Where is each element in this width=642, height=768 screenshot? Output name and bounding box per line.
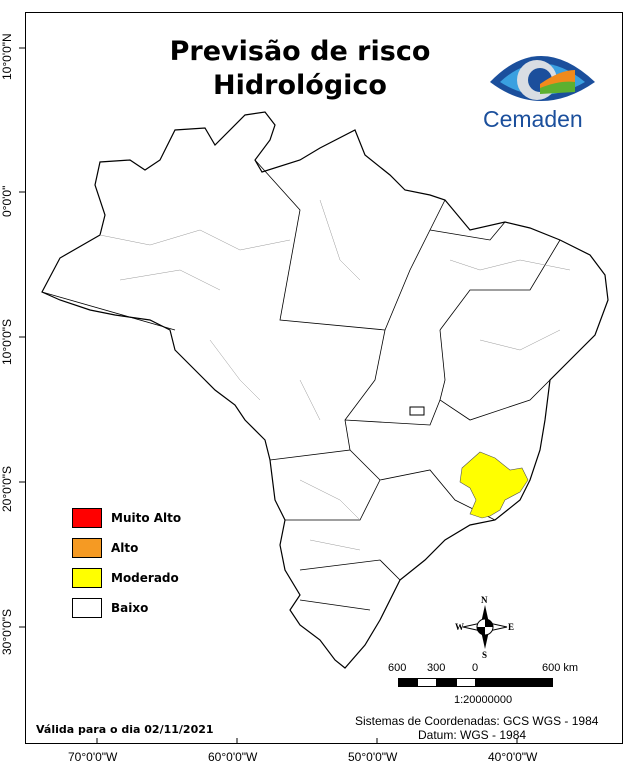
- map-frame: [25, 12, 623, 744]
- scale-ratio: 1:20000000: [454, 694, 513, 706]
- risk-area-moderado: [459, 451, 529, 519]
- legend-swatch-baixo: [72, 598, 102, 618]
- logo-text: Cemaden: [483, 106, 583, 132]
- scale-label: 600: [388, 662, 407, 674]
- lat-label: 30°0'0"S: [0, 608, 14, 655]
- compass-n: N: [481, 595, 488, 605]
- lat-label: 20°0'0"S: [0, 465, 14, 512]
- legend-swatch-moderado: [72, 568, 102, 588]
- valid-date: Válida para o dia 02/11/2021: [36, 723, 214, 736]
- legend-swatch-muito-alto: [72, 508, 102, 528]
- title-line1: Previsão de risco: [169, 36, 431, 67]
- compass-w: W: [455, 622, 464, 632]
- compass-rose: [462, 605, 508, 649]
- lat-label: 0°0'0": [0, 185, 14, 217]
- compass-s: S: [482, 650, 488, 660]
- scale-label: 600 km: [542, 662, 579, 674]
- legend-label: Moderado: [111, 571, 179, 585]
- municipal-borders: [99, 199, 571, 551]
- datum: Datum: WGS - 1984: [418, 728, 527, 742]
- lon-label: 60°0'0"W: [208, 750, 258, 764]
- legend-swatch-alto: [72, 538, 102, 558]
- federal-district: [409, 406, 425, 416]
- cemaden-logo: [490, 56, 595, 101]
- legend-label: Muito Alto: [111, 511, 182, 525]
- lat-label: 10°0'0"N: [0, 33, 14, 80]
- lon-label: 50°0'0"W: [348, 750, 398, 764]
- lon-label: 40°0'0"W: [488, 750, 538, 764]
- scale-bar: [398, 678, 553, 687]
- legend-label: Baixo: [111, 601, 149, 615]
- title-line2: Hidrológico: [213, 70, 387, 101]
- lat-label: 10°0'0"S: [0, 318, 14, 365]
- lon-label: 70°0'0"W: [68, 750, 118, 764]
- coord-system: Sistemas de Coordenadas: GCS WGS - 1984: [355, 714, 599, 728]
- scale-label: 0: [472, 662, 479, 674]
- legend-label: Alto: [111, 541, 139, 555]
- compass-e: E: [508, 622, 515, 632]
- scale-label: 300: [427, 662, 446, 674]
